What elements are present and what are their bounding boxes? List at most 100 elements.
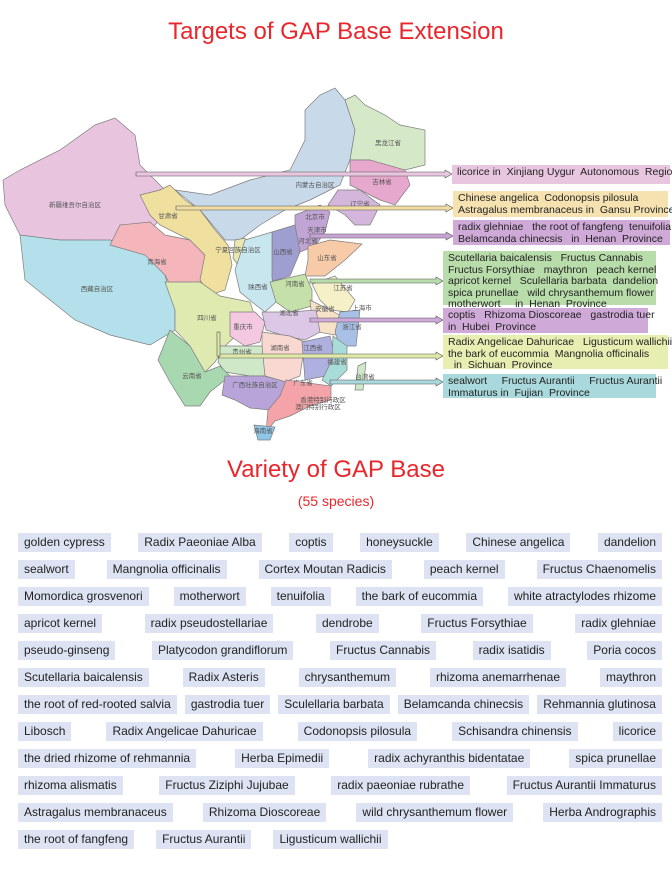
callout-box: Chinese angelica Codonopsis pilosula Astr… bbox=[453, 191, 672, 217]
species-row: apricot kernel radix pseudostellariae dend… bbox=[18, 614, 662, 641]
province-region bbox=[261, 309, 321, 341]
province-region bbox=[139, 184, 233, 296]
species-tag: Ligusticum wallichii bbox=[273, 830, 388, 849]
page-title: Targets of GAP Base Extension bbox=[168, 18, 504, 45]
species-row: rhizoma alismatis Fructus Ziziphi Jujubae… bbox=[18, 776, 662, 803]
species-row: Momordica grosvenori motherwort tenuifolia… bbox=[18, 587, 662, 614]
species-tag: motherwort bbox=[173, 587, 246, 606]
species-tag: radix glehniae bbox=[575, 614, 662, 633]
province-region bbox=[344, 94, 426, 171]
species-tag: Herba Epimedii bbox=[235, 749, 330, 768]
callout-line: Astragalus membranaceus in Gansu Provinc… bbox=[458, 203, 672, 216]
species-tag: pseudo-ginseng bbox=[18, 641, 116, 660]
province-label: 北京市 bbox=[305, 212, 325, 221]
species-tag: radix isatidis bbox=[472, 641, 551, 660]
species-row: Scutellaria baicalensis Radix Asteris chry… bbox=[18, 668, 662, 695]
species-row: Libosch Radix Angelicae Dahuricae Codonops… bbox=[18, 722, 662, 749]
species-tag: tenuifolia bbox=[270, 587, 331, 606]
province-label: 江苏省 bbox=[333, 283, 353, 292]
province-region bbox=[349, 159, 411, 206]
province-label: 上海市 bbox=[352, 303, 372, 312]
species-tag: Libosch bbox=[18, 722, 72, 741]
province-label: 山东省 bbox=[317, 253, 337, 262]
species-tag: Momordica grosvenori bbox=[18, 587, 149, 606]
callout-line: licorice in Xinjiang Uygur Autonomous Re… bbox=[457, 166, 672, 178]
province-region bbox=[229, 311, 266, 347]
species-tag: wild chrysanthemum flower bbox=[356, 803, 514, 822]
province-label: 西藏自治区 bbox=[81, 284, 114, 293]
callout-line: Immaturus in Fujian Province bbox=[448, 386, 590, 399]
species-tag: Fructus Forsythiae bbox=[421, 614, 533, 633]
callout-arrow bbox=[135, 169, 453, 179]
species-tag: white atractylodes rhizome bbox=[507, 587, 662, 606]
province-label: 海南省 bbox=[253, 426, 273, 435]
province-label: 河南省 bbox=[285, 279, 305, 288]
callout-line: motherwort in Henan Province bbox=[448, 298, 607, 310]
species-tag: Cortex Moutan Radicis bbox=[258, 560, 392, 579]
species-tag: chrysanthemum bbox=[298, 668, 397, 687]
callout-box: licorice in Xinjiang Uygur Autonomous Re… bbox=[452, 165, 672, 184]
province-label: 云南省 bbox=[182, 371, 202, 380]
species-tag: rhizoma anemarrhenae bbox=[429, 668, 567, 687]
province-label: 湖北省 bbox=[279, 308, 299, 317]
species-tag: Codonopsis pilosula bbox=[297, 722, 418, 741]
species-tag: golden cypress bbox=[18, 533, 111, 552]
species-tag: Fructus Chaenomelis bbox=[536, 560, 662, 579]
species-tag: dandelion bbox=[597, 533, 662, 552]
species-tag-list: golden cypress Radix Paeoniae Alba coptis h… bbox=[18, 533, 662, 857]
species-tag: Fructus Ziziphi Jujubae bbox=[159, 776, 295, 795]
species-tag: honeysuckle bbox=[360, 533, 439, 552]
species-tag: dendrobe bbox=[315, 614, 379, 633]
callout-line: Fructus Forsythiae maythron peach kernel bbox=[448, 263, 657, 276]
province-label: 天津市 bbox=[307, 225, 327, 234]
species-tag: spica prunellae bbox=[569, 749, 662, 768]
species-tag: Chinese angelica bbox=[466, 533, 571, 552]
species-tag: the bark of eucommia bbox=[355, 587, 483, 606]
province-label: 重庆市 bbox=[233, 322, 253, 331]
callout-line: radix glehniae the root of fangfeng tenu… bbox=[458, 221, 672, 233]
province-label: 黑龙江省 bbox=[375, 138, 402, 147]
province-label: 广东省 bbox=[293, 378, 313, 387]
province-label: 山西省 bbox=[273, 247, 293, 256]
species-tag: Schisandra chinensis bbox=[452, 722, 578, 741]
province-label: 甘肃省 bbox=[158, 211, 178, 220]
province-region bbox=[265, 379, 332, 434]
callout-line: coptis Rhizoma Dioscoreae gastrodia tuer bbox=[448, 309, 655, 321]
callout-line: sealwort Fructus Aurantii Fructus Aurant… bbox=[448, 375, 663, 387]
callout-box: coptis Rhizoma Dioscoreae gastrodia tuer… bbox=[443, 308, 655, 333]
species-row: sealwort Mangnolia officinalis Cortex Mout… bbox=[18, 560, 662, 587]
callout-line: Radix Angelicae Dahuricae Ligusticum wal… bbox=[448, 336, 672, 348]
callout-line: spica prunellae wild chrysanthemum flowe… bbox=[448, 286, 655, 299]
province-label: 广西壮族自治区 bbox=[232, 380, 278, 389]
species-row: Astragalus membranaceus Rhizoma Dioscorea… bbox=[18, 803, 662, 830]
species-tag: Astragalus membranaceus bbox=[18, 803, 173, 822]
callout-box: Scutellaria baicalensis Fructus Cannabis… bbox=[443, 251, 658, 310]
species-tag: Scutellaria baicalensis bbox=[18, 668, 149, 687]
species-tag: Fructus Cannabis bbox=[330, 641, 437, 660]
species-row: the root of red-rooted salvia gastrodia t… bbox=[18, 695, 662, 722]
province-label: 江西省 bbox=[303, 343, 323, 352]
species-tag: peach kernel bbox=[423, 560, 505, 579]
province-label: 台湾省 bbox=[355, 372, 375, 381]
province-region bbox=[304, 239, 363, 277]
species-tag: Platycodon grandiflorum bbox=[152, 641, 294, 660]
province-label: 陕西省 bbox=[248, 282, 268, 291]
province-label: 青海省 bbox=[147, 257, 167, 266]
species-row: the root of fangfeng Fructus Aurantii Ligu… bbox=[18, 830, 662, 857]
species-tag: apricot kernel bbox=[18, 614, 103, 633]
species-tag: the root of fangfeng bbox=[18, 830, 135, 849]
species-tag: Fructus Aurantii bbox=[156, 830, 252, 849]
species-tag: radix achyranthis bidentatae bbox=[368, 749, 531, 768]
province-label: 宁夏回族自治区 bbox=[215, 245, 261, 254]
callout-line: Scutellaria baicalensis Fructus Cannabis bbox=[448, 252, 643, 264]
species-tag: licorice bbox=[612, 722, 662, 741]
species-tag: Sculellaria barbata bbox=[278, 695, 390, 714]
callout-line: Chinese angelica Codonopsis pilosula bbox=[458, 192, 639, 204]
province-region bbox=[253, 424, 276, 441]
species-tag: radix pseudostellariae bbox=[144, 614, 274, 633]
callout-line: Belamcanda chinecsis in Henan Province bbox=[458, 232, 663, 245]
province-label: 吉林省 bbox=[372, 177, 392, 186]
callout-line: in Sichuan Province bbox=[448, 359, 553, 371]
species-tag: Radix Angelicae Dahuricae bbox=[106, 722, 263, 741]
species-tag: Mangnolia officinalis bbox=[106, 560, 227, 579]
